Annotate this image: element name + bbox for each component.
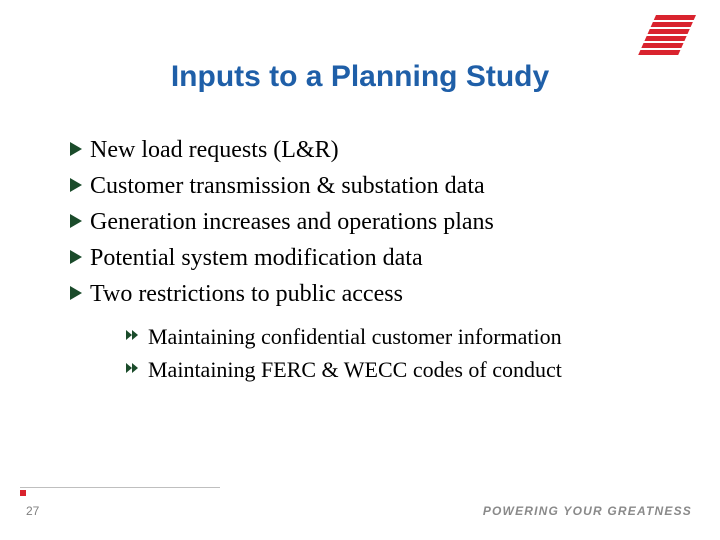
page-number: 27 <box>26 504 39 518</box>
bullet-text: Two restrictions to public access <box>90 279 403 309</box>
bullet-text: New load requests (L&R) <box>90 135 339 165</box>
bullet-arrow-icon <box>70 286 82 300</box>
bullet-arrow-icon <box>70 250 82 264</box>
bullet-double-arrow-icon <box>126 363 138 373</box>
slide: Inputs to a Planning Study New load requ… <box>0 0 720 540</box>
tagline: POWERING YOUR GREATNESS <box>483 504 692 518</box>
bullet-double-arrow-icon <box>126 330 138 340</box>
bullet-level1: Two restrictions to public access <box>70 279 660 309</box>
bullet-level1: Potential system modification data <box>70 243 660 273</box>
bullet-level1: New load requests (L&R) <box>70 135 660 165</box>
company-logo <box>634 15 696 66</box>
bullet-text: Maintaining FERC & WECC codes of conduct <box>148 356 562 385</box>
bullet-text: Generation increases and operations plan… <box>90 207 494 237</box>
bullet-level2: Maintaining FERC & WECC codes of conduct <box>126 356 660 385</box>
bullet-arrow-icon <box>70 214 82 228</box>
bullet-text: Potential system modification data <box>90 243 423 273</box>
bullet-text: Maintaining confidential customer inform… <box>148 323 562 352</box>
bullet-level2: Maintaining confidential customer inform… <box>126 323 660 352</box>
bullet-level1: Customer transmission & substation data <box>70 171 660 201</box>
footer-divider <box>20 487 220 488</box>
bullet-arrow-icon <box>70 142 82 156</box>
sub-bullets: Maintaining confidential customer inform… <box>126 323 660 384</box>
footer-accent <box>20 490 26 496</box>
slide-body: New load requests (L&R) Customer transmi… <box>70 135 660 388</box>
bullet-text: Customer transmission & substation data <box>90 171 485 201</box>
bullet-arrow-icon <box>70 178 82 192</box>
bullet-level1: Generation increases and operations plan… <box>70 207 660 237</box>
slide-title: Inputs to a Planning Study <box>0 60 720 94</box>
